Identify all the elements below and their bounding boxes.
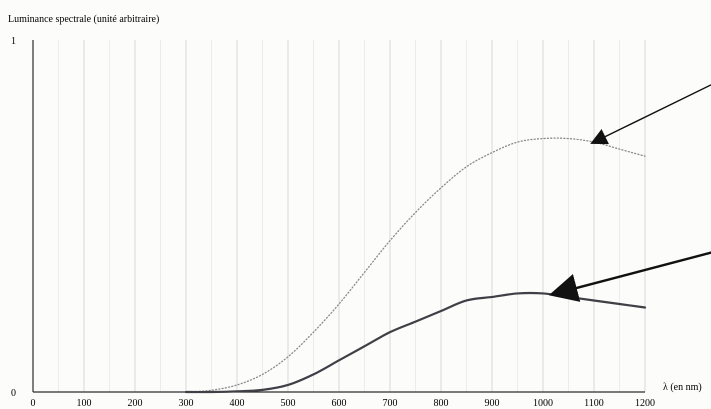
x-tick-label-0: 0 <box>31 398 36 409</box>
x-tick-label-1000: 1000 <box>533 398 553 409</box>
x-axis-title: λ (en nm) <box>663 382 702 393</box>
x-tick-label-1100: 1100 <box>584 398 604 409</box>
axes <box>32 40 645 393</box>
annotation-layer <box>548 84 711 302</box>
x-tick-labels: 0 100 200 300 400 500 600 700 800 900 1000 1100 1200 <box>31 398 656 409</box>
x-tick-label-600: 600 <box>332 398 347 409</box>
x-tick-label-400: 400 <box>230 398 245 409</box>
x-tick-label-100: 100 <box>77 398 92 409</box>
x-tick-label-900: 900 <box>485 398 500 409</box>
x-tick-label-1200: 1200 <box>635 398 655 409</box>
y-axis-title: Luminance spectrale (unité arbitraire) <box>8 14 159 25</box>
y-tick-label-0: 0 <box>11 388 16 399</box>
x-tick-label-500: 500 <box>281 398 296 409</box>
grid <box>58 40 646 392</box>
x-tick-label-300: 300 <box>179 398 194 409</box>
annotation-arrow-2 <box>548 251 711 302</box>
y-tick-labels: 01 <box>11 36 16 399</box>
x-tick-label-700: 700 <box>383 398 398 409</box>
x-tick-label-200: 200 <box>128 398 143 409</box>
series-line-1 <box>185 137 646 393</box>
y-tick-label-1: 1 <box>11 36 16 47</box>
x-tick-label-800: 800 <box>434 398 449 409</box>
annotation-arrow-1 <box>590 84 711 145</box>
